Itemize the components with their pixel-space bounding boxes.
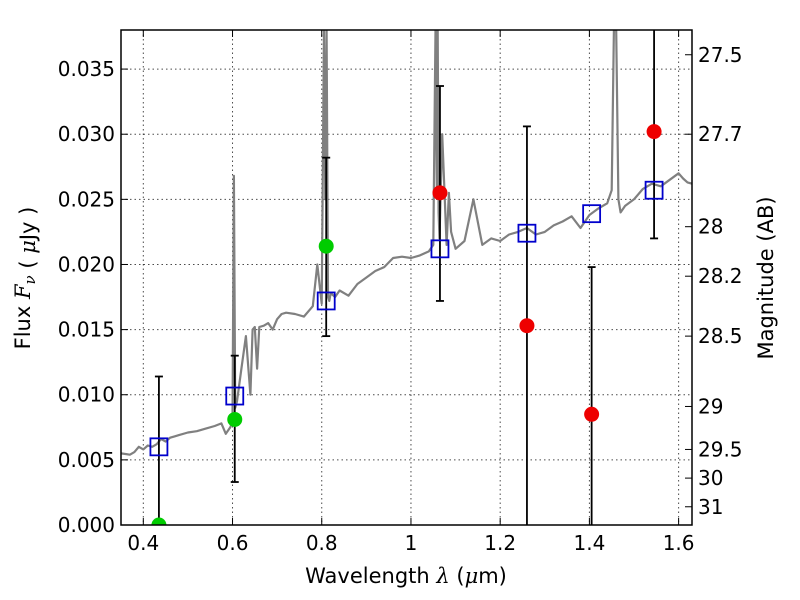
model-square [316, 291, 336, 311]
y-tick-label: 0.015 [58, 318, 115, 342]
x-tick-label: 1.6 [663, 531, 695, 555]
observed-points [151, 124, 662, 525]
y-tick-label: 0.005 [58, 448, 115, 472]
model-square [430, 239, 450, 259]
y2-tick-label: 28 [698, 215, 723, 239]
spectrum-series [121, 30, 692, 456]
y-tick-label: 0.020 [58, 252, 115, 276]
x-tick-label: 0.8 [306, 531, 338, 555]
y-tick-label: 0.030 [58, 122, 115, 146]
y2-tick-label: 27.7 [698, 122, 743, 146]
model-square [582, 204, 602, 224]
y2-tick-label: 29 [698, 394, 723, 418]
model-square [517, 223, 537, 243]
model-squares [149, 180, 664, 457]
y2-tick-label: 29.5 [698, 437, 743, 461]
y2-axis-label: Magnitude (AB) [754, 196, 778, 359]
y2-tick-label: 28.5 [698, 324, 743, 348]
x-tick-label: 0.4 [127, 531, 159, 555]
observed-point [519, 318, 535, 334]
ticks: 0.4 0.6 0.8 1 1.2 1.4 1.6 0.000 0.005 0.010 0.015 0… [58, 30, 743, 555]
plot-frame [120, 29, 693, 526]
grid [121, 30, 692, 526]
y-tick-label: 0.010 [58, 383, 115, 407]
y-tick-label: 0.035 [58, 57, 115, 81]
y-tick-label: 0.025 [58, 187, 115, 211]
model-square [225, 386, 245, 406]
y-axis-label: Flux Fν ( μJy ) [11, 207, 40, 350]
y2-tick-label: 30 [698, 466, 723, 490]
error-bars [154, 30, 659, 525]
observed-point [584, 406, 600, 422]
observed-point [151, 517, 167, 525]
x-tick-label: 1 [405, 531, 418, 555]
x-axis-label: Wavelength λ (μm) [305, 564, 507, 588]
observed-point [432, 185, 448, 201]
observed-point [646, 124, 662, 140]
model-square [149, 437, 169, 457]
y2-tick-label: 27.5 [698, 43, 743, 67]
observed-point [318, 238, 334, 254]
x-tick-label: 0.6 [217, 531, 249, 555]
model-square [644, 180, 664, 200]
y2-tick-label: 28.2 [698, 264, 743, 288]
x-tick-label: 1.2 [484, 531, 516, 555]
x-tick-label: 1.4 [573, 531, 605, 555]
y2-tick-label: 31 [698, 495, 723, 519]
y-tick-label: 0.000 [58, 513, 115, 537]
spectrum-line [121, 30, 692, 456]
observed-point [227, 411, 243, 427]
